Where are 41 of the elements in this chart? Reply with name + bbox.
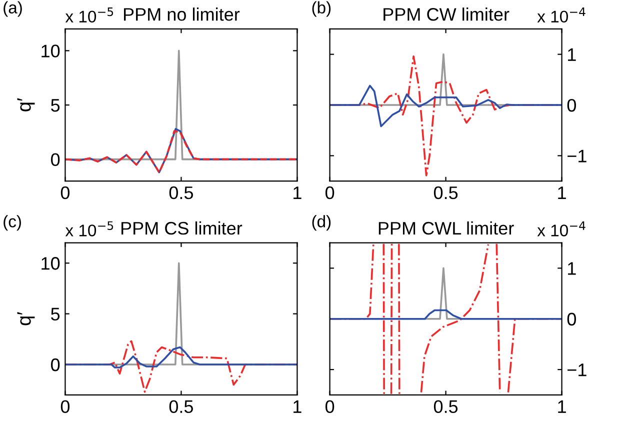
text: (b): [312, 1, 331, 17]
text: x 10$^{−4}$: [537, 221, 586, 236]
y-tick-label: 0: [51, 153, 60, 166]
line-series: [330, 309, 562, 320]
y2-tick-label: 1: [568, 48, 576, 61]
y2-tick-label: −1: [568, 150, 586, 162]
chart-title: PPM CS limiter: [121, 221, 242, 235]
x-tick-label: 1: [558, 400, 566, 413]
line-series: [330, 84, 562, 128]
y-axis-title: q′: [17, 312, 35, 326]
text: (c): [4, 215, 21, 231]
y-tick-label: 10: [42, 257, 60, 270]
y2-tick-label: −1: [568, 364, 586, 376]
y-tick-label: 5: [51, 99, 60, 112]
x-tick-label: 0: [325, 400, 334, 414]
y-tick-label: 5: [51, 308, 60, 321]
x-tick-label: 1: [294, 186, 302, 199]
x-tick-label: 0.5: [434, 400, 458, 414]
chart-title: PPM CWL limiter: [378, 221, 514, 235]
x-tick-label: 0.5: [169, 400, 193, 414]
x-tick-label: 0: [325, 186, 334, 200]
y2-tick-label: 0: [567, 98, 576, 112]
y-tick-label: 10: [42, 44, 60, 58]
text: (a): [4, 1, 22, 17]
y-tick-label: 0: [51, 358, 60, 372]
y2-tick-label: 1: [568, 262, 576, 275]
x-tick-label: 0: [60, 186, 70, 200]
x-tick-label: 1: [294, 400, 302, 413]
line-series: [65, 346, 298, 368]
y-axis-title: q′: [17, 98, 35, 112]
x-tick-label: 1: [558, 186, 566, 199]
y2-tick-label: 0: [567, 312, 576, 326]
text: x 10$^{−4}$: [537, 7, 586, 23]
x-tick-label: 0.5: [434, 186, 458, 200]
chart-title: PPM CW limiter: [384, 8, 510, 21]
x-tick-label: 0: [60, 400, 70, 414]
x-tick-label: 0.5: [169, 186, 193, 200]
text: (d): [312, 215, 331, 231]
chart-title: PPM no limiter: [124, 8, 240, 21]
text: x 10$^{−5}$: [65, 221, 114, 236]
text: x 10$^{−5}$: [65, 7, 114, 23]
